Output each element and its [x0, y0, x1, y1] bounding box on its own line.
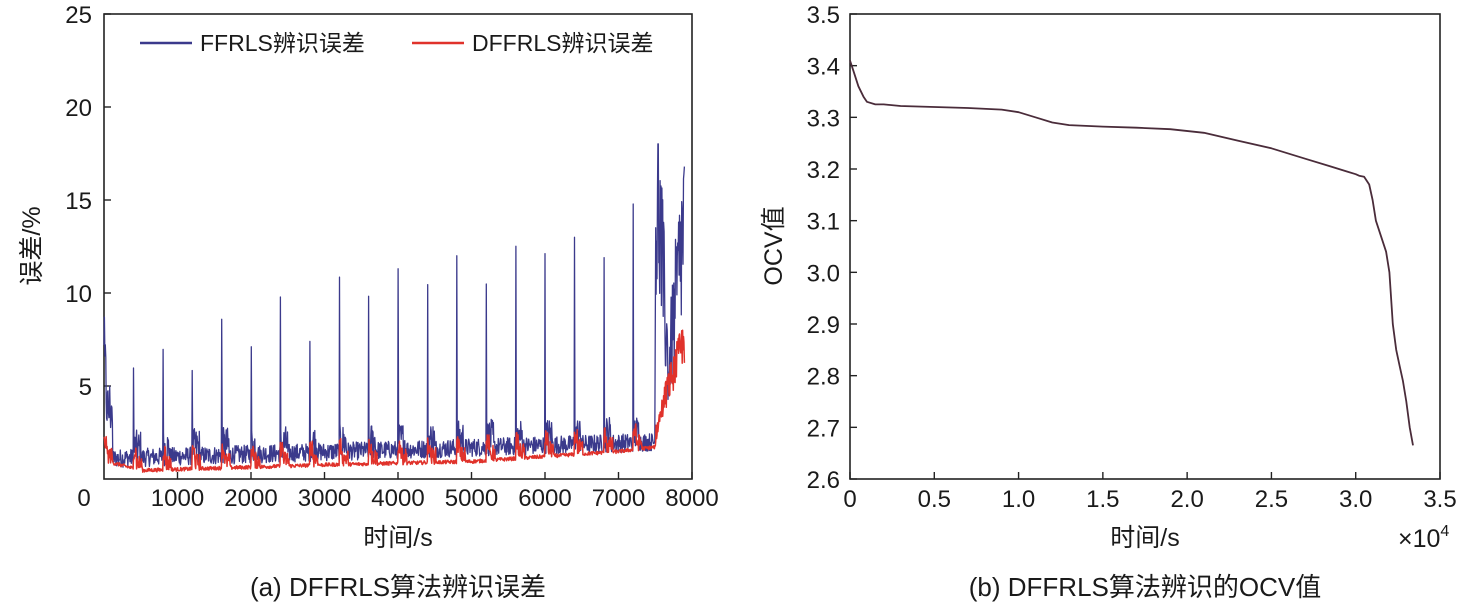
panel-a-x-tick-label: 6000	[518, 485, 571, 512]
panel-b-ocv-chart: 2.6 2.7 2.8 2.9 3.0 3.1 3.2 3.3 3.4 3.5 0 0.5 1.0 1.…	[760, 2, 1457, 602]
panel-b-y-axis-label: OCV值	[760, 206, 788, 285]
panel-b-y-tick-label: 2.6	[807, 467, 840, 494]
panel-a-caption: (a) DFFRLS算法辨识误差	[250, 572, 546, 602]
panel-b-y-tick-label: 3.3	[807, 105, 840, 132]
panel-b-x-tick-label: 0	[843, 486, 856, 513]
panel-b-x-tick-label: 2.0	[1170, 486, 1203, 513]
legend-ffrls-label: FFRLS辨识误差	[200, 30, 365, 56]
panel-a-x-tick-label: 5000	[445, 485, 498, 512]
panel-b-y-tick-label: 3.1	[807, 209, 840, 236]
panel-b-plot-frame	[849, 13, 1441, 480]
panel-a-x-tick-label: 7000	[592, 485, 645, 512]
panel-a-x-tick-label: 4000	[371, 485, 424, 512]
panel-b-x-tick-label: 3.5	[1423, 486, 1456, 513]
panel-b-y-tick-label: 2.7	[807, 415, 840, 442]
panel-a-y-tick-label: 25	[65, 2, 92, 29]
series-ocv-line	[849, 60, 1414, 446]
panel-b-x-tick-label: 0.5	[918, 486, 951, 513]
panel-a-x-axis-label: 时间/s	[363, 524, 432, 552]
panel-a-legend: FFRLS辨识误差 DFFRLS辨识误差	[140, 30, 653, 56]
panel-b-x-multiplier-exp: 4	[1440, 523, 1449, 540]
panel-b-y-tick-label: 3.4	[807, 54, 840, 81]
panel-a-x-tick-label: 8000	[665, 485, 718, 512]
panel-b-y-tick-label: 3.0	[807, 260, 840, 287]
series-ffrls-error-line	[103, 143, 686, 468]
panel-b-x-tick-label: 1.0	[1002, 486, 1035, 513]
panel-b-y-tick-label: 3.5	[807, 2, 840, 29]
panel-a-error-chart: 5 10 15 20 25 1000 2000 3000 4000 5000 6000 7000 80…	[18, 2, 719, 602]
panel-b-x-axis-label: 时间/s	[1110, 524, 1179, 552]
panel-a-x-tick-label: 3000	[298, 485, 351, 512]
panel-a-x-tick-label: 2000	[224, 485, 277, 512]
panel-b-y-tick-label: 2.9	[807, 312, 840, 339]
panel-a-y-tick-label: 20	[65, 95, 92, 122]
panel-b-x-multiplier-base: ×10	[1398, 525, 1440, 553]
panel-b-caption: (b) DFFRLS算法辨识的OCV值	[969, 572, 1321, 602]
panel-a-x-tick-label: 1000	[151, 485, 204, 512]
panel-a-y-axis-label: 误差/%	[18, 206, 46, 285]
panel-a-y-tick-label: 5	[79, 374, 92, 401]
panel-a-y-tick-label: 10	[65, 281, 92, 308]
panel-b-y-tick-label: 2.8	[807, 364, 840, 391]
panel-b-x-multiplier: ×104	[1398, 523, 1449, 553]
panel-b-x-tick-label: 1.5	[1086, 486, 1119, 513]
legend-dffrls-label: DFFRLS辨识误差	[472, 30, 653, 56]
panel-b-x-tick-label: 2.5	[1255, 486, 1288, 513]
panel-a-y-tick-label: 15	[65, 188, 92, 215]
panel-b-y-tick-label: 3.2	[807, 157, 840, 184]
panel-b-x-tick-label: 3.0	[1339, 486, 1372, 513]
series-dffrls-error-line	[103, 329, 686, 473]
panel-a-x-origin-label: 0	[77, 485, 90, 512]
